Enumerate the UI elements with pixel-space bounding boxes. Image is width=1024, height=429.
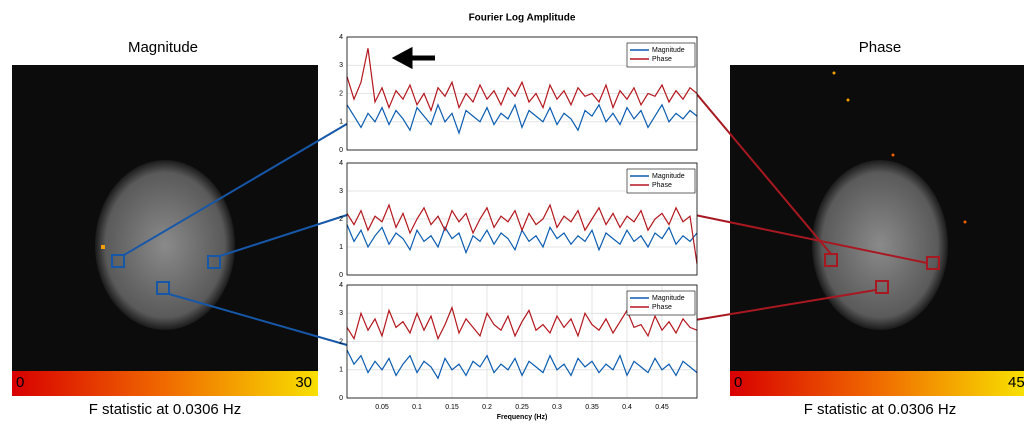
chart-title: Fourier Log Amplitude — [469, 13, 576, 24]
legend-label: Magnitude — [652, 173, 685, 180]
activation-dot — [101, 245, 105, 249]
legend-box — [626, 42, 696, 68]
activation-dot — [891, 153, 895, 157]
y-tick-label: 2 — [339, 216, 343, 223]
activation-dot — [963, 220, 967, 224]
y-tick-label: 0 — [339, 395, 343, 402]
legend-box — [626, 290, 696, 316]
x-tick-label: 0.35 — [585, 404, 599, 411]
roi-connectors — [111, 117, 358, 346]
panel-title: Phase — [859, 39, 902, 56]
charts: 0 1 2 3 4 Fourier Log Amplitude Magnitude Phase… — [339, 13, 698, 421]
y-tick-label: 1 — [339, 119, 343, 126]
x-tick-label: 0.25 — [515, 404, 529, 411]
line — [346, 305, 698, 341]
x-tick-label: 0.1 — [412, 404, 422, 411]
axes-box — [346, 36, 698, 151]
activation-dot — [846, 98, 850, 102]
panel-title: Magnitude — [128, 39, 198, 56]
y-tick-label: 1 — [339, 367, 343, 374]
x-tick-label: 0.15 — [445, 404, 459, 411]
caption: F statistic at 0.0306 Hz — [89, 401, 242, 418]
x-tick-label: 0.05 — [375, 404, 389, 411]
legend-label: Phase — [652, 304, 672, 311]
x-axis-label: Frequency (Hz) — [497, 414, 548, 421]
colorbar-label: 0 — [734, 374, 742, 391]
roi-connectors — [694, 91, 940, 321]
colorbar — [12, 371, 318, 396]
caption: F statistic at 0.0306 Hz — [804, 401, 957, 418]
legend-box — [626, 168, 696, 194]
colorbar-label: 0 — [16, 374, 24, 391]
brain — [95, 160, 235, 330]
brain — [812, 160, 948, 330]
legend-label: Magnitude — [652, 47, 685, 54]
line — [346, 349, 698, 380]
line — [346, 203, 698, 264]
y-tick-label: 4 — [339, 160, 343, 167]
y-tick-label: 0 — [339, 272, 343, 279]
y-tick-label: 1 — [339, 244, 343, 251]
axes-box — [346, 284, 698, 399]
legend-label: Phase — [652, 56, 672, 63]
x-tick-label: 0.45 — [655, 404, 669, 411]
colorbar — [730, 371, 1024, 396]
y-tick-label: 2 — [339, 338, 343, 345]
x-tick-label: 0.3 — [552, 404, 562, 411]
y-tick-label: 4 — [339, 34, 343, 41]
arrow — [391, 46, 435, 70]
legend-label: Phase — [652, 182, 672, 189]
colorbar-label: 30 — [295, 374, 312, 391]
line — [346, 103, 698, 136]
y-tick-label: 0 — [339, 147, 343, 154]
y-tick-label: 3 — [339, 310, 343, 317]
legend-label: Magnitude — [652, 295, 685, 302]
activation-dot — [832, 71, 836, 75]
colorbar-label: 45 — [1008, 374, 1024, 391]
y-tick-label: 2 — [339, 90, 343, 97]
x-tick-label: 0.2 — [482, 404, 492, 411]
x-tick-label: 0.4 — [622, 404, 632, 411]
axes-box — [346, 162, 698, 276]
y-tick-label: 3 — [339, 62, 343, 69]
line — [346, 48, 698, 113]
y-tick-label: 4 — [339, 282, 343, 289]
y-tick-label: 3 — [339, 188, 343, 195]
